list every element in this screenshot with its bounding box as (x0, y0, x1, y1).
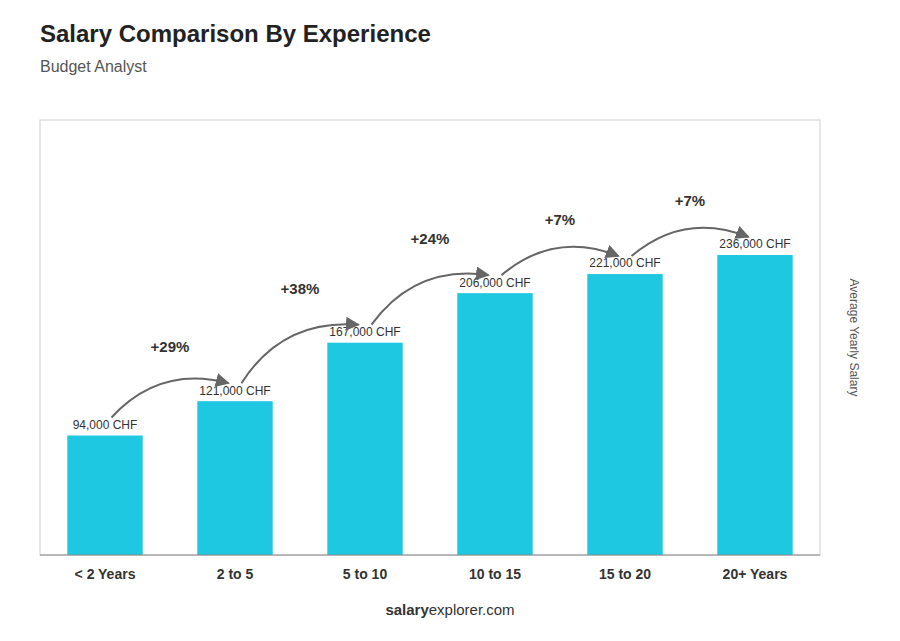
x-tick-label: 20+ Years (723, 566, 788, 582)
data-label: 206,000 CHF (459, 276, 530, 290)
footer-part: explorer.com (429, 601, 515, 618)
x-tick-label: 10 to 15 (469, 566, 521, 582)
chart-svg: Salary Comparison By Experience Budget An… (0, 0, 900, 641)
bar (717, 255, 792, 555)
change-label: +29% (151, 338, 190, 355)
change-label: +7% (545, 211, 575, 228)
change-arrow (242, 324, 359, 383)
bar (67, 436, 142, 555)
x-tick-label: < 2 Years (75, 566, 136, 582)
bar (197, 401, 272, 555)
x-tick-label: 5 to 10 (343, 566, 388, 582)
data-label: 121,000 CHF (199, 384, 270, 398)
change-arrow (632, 228, 749, 256)
bar (587, 274, 662, 555)
y-axis-label: Average Yearly Salary (847, 279, 861, 397)
data-label: 94,000 CHF (73, 418, 138, 432)
data-label: 221,000 CHF (589, 256, 660, 270)
chart-container: Salary Comparison By Experience Budget An… (0, 0, 900, 641)
plot-frame (40, 120, 820, 555)
x-axis-line (40, 555, 820, 556)
data-label: 167,000 CHF (329, 325, 400, 339)
subtitle: Budget Analyst (40, 58, 147, 75)
change-label: +38% (281, 280, 320, 297)
change-arrow (502, 247, 619, 275)
data-label: 236,000 CHF (719, 237, 790, 251)
bar (457, 293, 532, 555)
change-arrow (372, 274, 489, 325)
footer: salaryexplorer.com (385, 601, 514, 618)
x-tick-label: 15 to 20 (599, 566, 651, 582)
bar (327, 343, 402, 555)
change-label: +24% (411, 230, 450, 247)
change-arrow (112, 379, 229, 418)
change-label: +7% (675, 192, 705, 209)
bars (67, 255, 792, 555)
footer-part: salary (385, 601, 429, 618)
annotations: +29% +38% +24% +7% +7% (112, 192, 749, 418)
x-tick-label: 2 to 5 (217, 566, 254, 582)
title: Salary Comparison By Experience (40, 20, 431, 47)
page: {"chart_data": {"type": "bar", "title": … (0, 0, 900, 641)
